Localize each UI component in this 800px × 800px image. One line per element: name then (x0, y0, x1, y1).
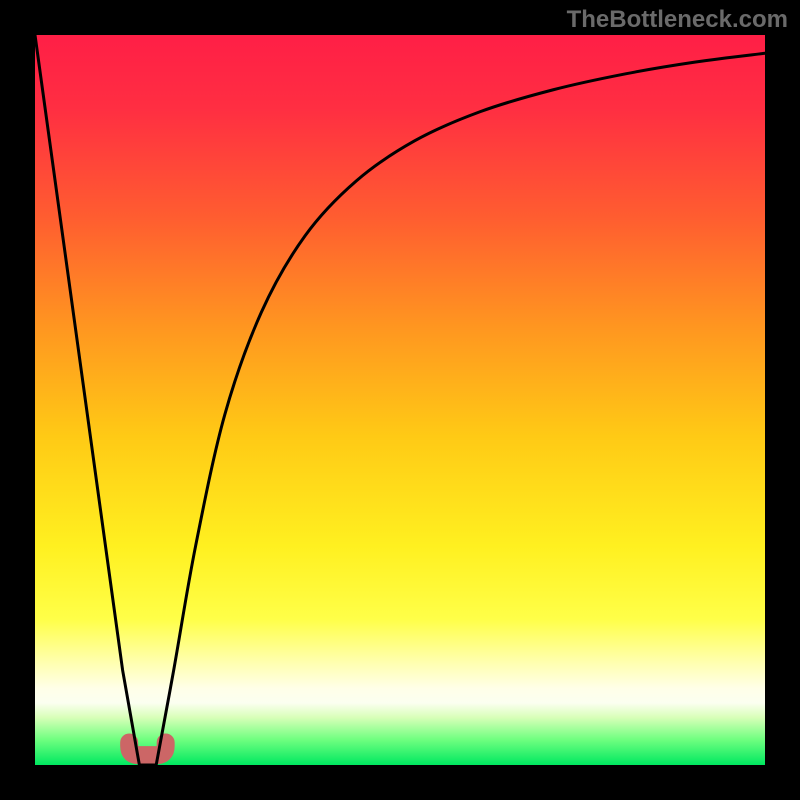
bottleneck-chart (0, 0, 800, 800)
plot-area (35, 35, 765, 765)
chart-container: TheBottleneck.com (0, 0, 800, 800)
watermark-text: TheBottleneck.com (567, 6, 788, 34)
